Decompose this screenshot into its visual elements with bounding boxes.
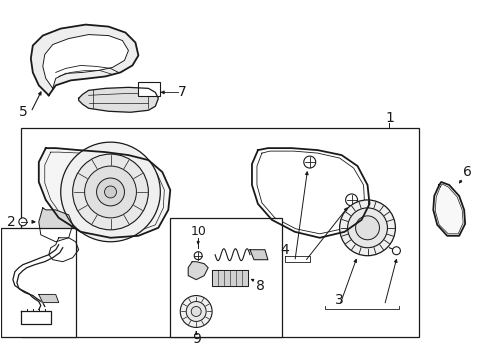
Text: 9: 9	[192, 332, 200, 346]
Text: 1: 1	[385, 111, 394, 125]
Circle shape	[191, 306, 201, 316]
Polygon shape	[43, 35, 128, 88]
Circle shape	[347, 208, 388, 248]
Circle shape	[340, 200, 395, 256]
Polygon shape	[212, 270, 248, 285]
Polygon shape	[49, 238, 78, 262]
Text: 3: 3	[335, 293, 344, 306]
Circle shape	[97, 178, 124, 206]
Polygon shape	[252, 148, 369, 238]
Bar	[1, 228, 75, 337]
Circle shape	[194, 252, 202, 260]
Circle shape	[304, 156, 316, 168]
Text: 2: 2	[6, 215, 15, 229]
Polygon shape	[39, 294, 59, 302]
Circle shape	[85, 166, 136, 218]
Circle shape	[356, 216, 379, 240]
Bar	[138, 82, 160, 96]
Text: 7: 7	[178, 85, 187, 99]
Text: 8: 8	[255, 279, 265, 293]
Circle shape	[19, 218, 27, 226]
Circle shape	[104, 186, 117, 198]
Circle shape	[348, 214, 355, 221]
Circle shape	[145, 84, 150, 90]
Polygon shape	[433, 182, 465, 236]
Polygon shape	[31, 24, 138, 95]
Circle shape	[61, 142, 160, 242]
Circle shape	[180, 296, 212, 328]
Text: 6: 6	[463, 165, 471, 179]
Bar	[171, 218, 282, 337]
Polygon shape	[188, 262, 208, 280]
Circle shape	[73, 154, 148, 230]
Circle shape	[186, 302, 206, 321]
Polygon shape	[78, 87, 158, 112]
Text: 4: 4	[280, 243, 289, 257]
Circle shape	[345, 194, 358, 206]
Text: 5: 5	[19, 105, 27, 119]
Text: 10: 10	[190, 225, 206, 238]
Polygon shape	[250, 250, 268, 260]
Bar	[21, 128, 419, 337]
Circle shape	[392, 247, 400, 255]
Polygon shape	[39, 148, 171, 238]
Polygon shape	[39, 208, 73, 242]
